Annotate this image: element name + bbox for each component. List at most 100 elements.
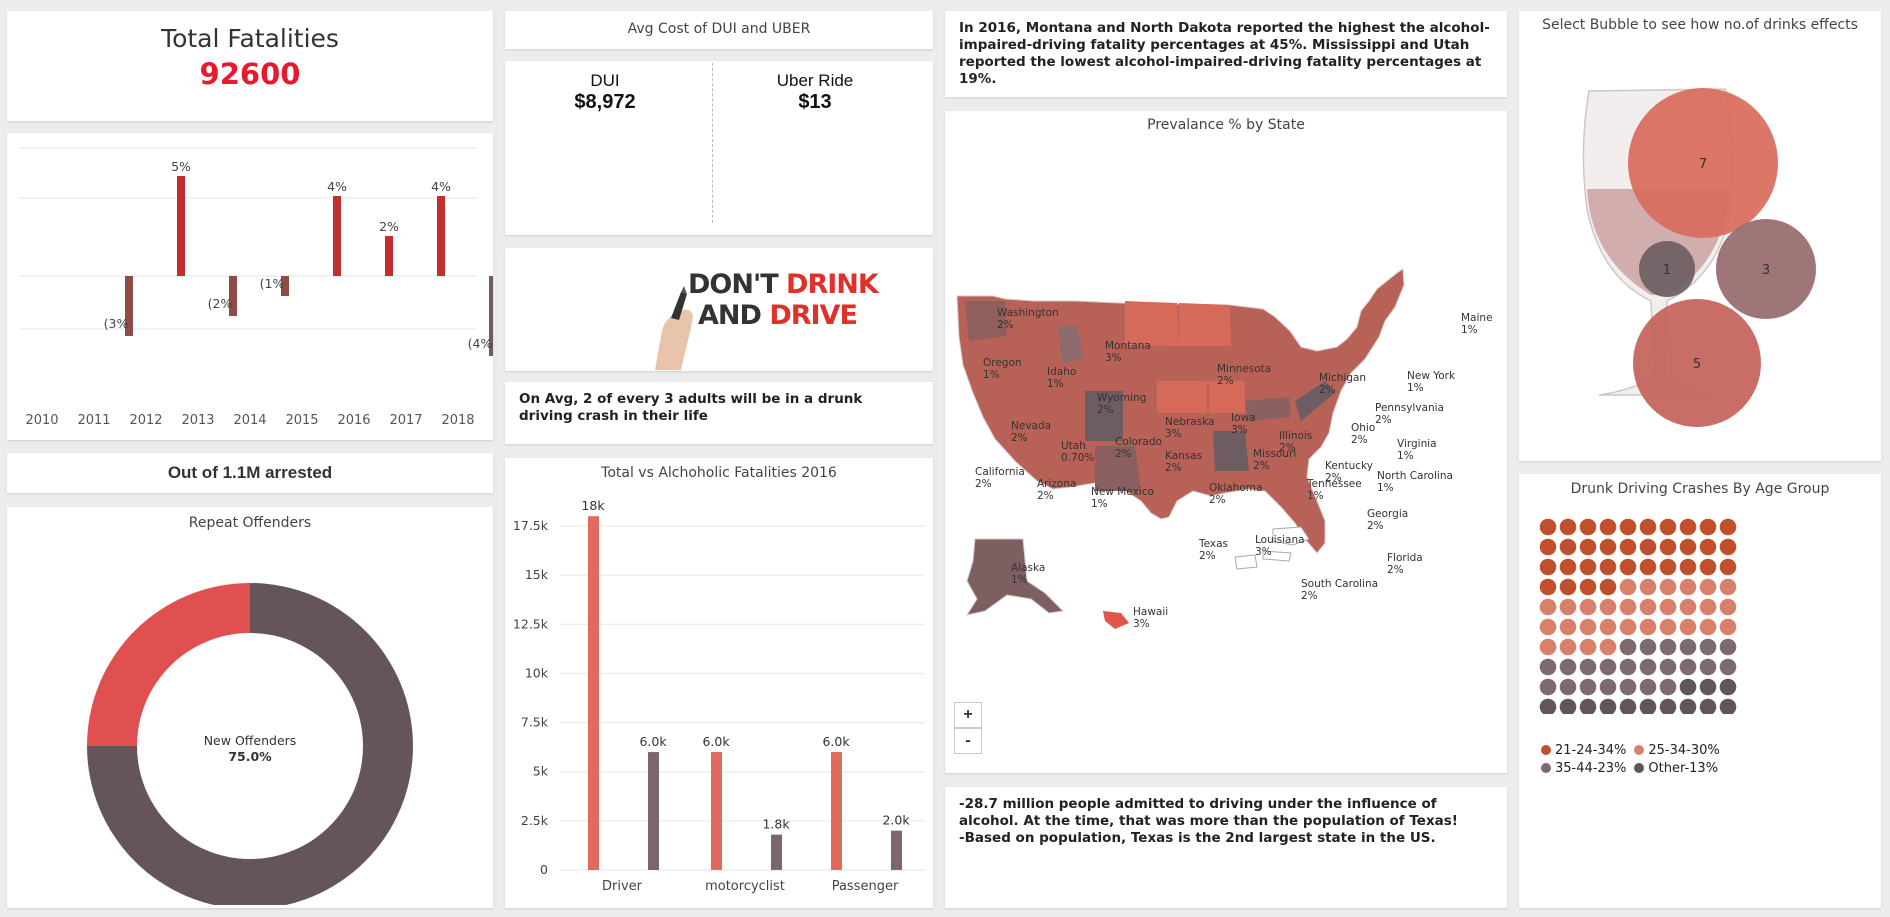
map-zoom-in-button[interactable]: + [954,702,982,728]
bar [229,276,237,316]
state-value: 2% [997,319,1014,331]
state-value: 3% [1231,424,1248,436]
waffle-dot [1699,578,1717,596]
state-label: Arizona [1037,478,1076,490]
y-tick-label: 7.5k [521,715,549,730]
state-label: North Carolina [1377,470,1453,482]
waffle-dot [1619,698,1637,714]
state-value: 1% [983,369,1000,381]
waffle-dot [1539,678,1557,696]
state-value: 2% [1253,460,1270,472]
dont-drink-drive-image: DON'T DRINK AND DRIVE [655,269,881,370]
waffle-dot [1559,518,1577,536]
waffle-dot [1559,638,1577,656]
waffle-dot [1539,658,1557,676]
age-group-legend: 21-24-34% 25-34-30% 35-44-23% Other-13% [1541,741,1761,777]
state-label: South Carolina [1301,578,1378,590]
svg-text:AND DRIVE: AND DRIVE [698,300,857,331]
waffle-dot [1639,558,1657,576]
fatalities-2016-title: Total vs Alchoholic Fatalities 2016 [601,465,837,481]
waffle-dot [1579,678,1597,696]
state-label: Idaho [1047,366,1076,378]
waffle-dot [1619,558,1637,576]
waffle-dot [1619,538,1637,556]
data-label: 2% [379,219,399,234]
donut-center-value: 75.0% [228,749,272,764]
bubble-label: 7 [1699,157,1707,172]
state-label: Texas [1198,538,1228,550]
bar [333,196,341,276]
waffle-dot [1559,558,1577,576]
waffle-dot [1579,518,1597,536]
waffle-dot [1599,518,1617,536]
waffle-dot [1539,538,1557,556]
waffle-dot [1719,618,1737,636]
avg-adults-text: On Avg, 2 of every 3 adults will be in a… [519,391,863,424]
avg-cost-card: DUI $8,972 Uber Ride $13 [505,61,933,235]
waffle-dot [1699,558,1717,576]
state-value: 1% [1091,498,1108,510]
waffle-dot [1579,618,1597,636]
yoy-change-chart: 2010 2011 (3% 2012 5% 2013 (2% 2014 (1% 2015 4% 201… [19,147,497,428]
hand-with-marker-icon [655,286,693,370]
state-label: Florida [1387,552,1423,564]
legend-item[interactable]: 35-44-23% [1541,761,1626,776]
bar [125,276,133,336]
state-value: 2% [1217,375,1234,387]
x-tick-label: 2017 [389,413,422,428]
state-value: 2% [1165,462,1182,474]
waffle-dot [1719,658,1737,676]
legend-item[interactable]: 21-24-34% [1541,743,1626,758]
x-tick-label: 2018 [441,413,474,428]
state-label: Nevada [1011,420,1051,432]
data-label: 1.8k [762,817,790,832]
legend-dot-icon [1634,763,1645,773]
map-zoom-out-button[interactable]: - [954,728,982,754]
age-group-waffle [1539,518,1737,714]
waffle-dot [1679,578,1697,596]
state-label: Louisiana [1255,534,1305,546]
waffle-dot [1539,558,1557,576]
state-value: 3% [1255,546,1272,558]
waffle-dot [1539,578,1557,596]
legend-item[interactable]: Other-13% [1634,761,1718,776]
bubble-label: 3 [1762,263,1770,278]
waffle-dot [1699,698,1717,714]
montana-card: In 2016, Montana and North Dakota report… [945,11,1507,97]
x-tick-label: Passenger [832,879,899,894]
uber-value: $13 [798,91,832,113]
x-tick-label: 2013 [181,413,214,428]
drinks-bubble-chart[interactable]: 7 1 3 5 [1519,39,1881,459]
waffle-dot [1539,698,1557,714]
data-label: 5% [171,159,191,174]
waffle-dot [1659,658,1677,676]
waffle-dot [1579,538,1597,556]
legend-item[interactable]: 25-34-30% [1634,743,1720,758]
state-label: Georgia [1367,508,1408,520]
state-value: 2% [1301,590,1318,602]
state-label: Colorado [1115,436,1162,448]
state-value: 1% [1307,490,1324,502]
waffle-dot [1579,578,1597,596]
data-label: 6.0k [822,734,850,749]
state-label: New York [1407,370,1456,382]
bar [385,236,393,276]
banner-and: AND [698,300,769,331]
banner-drive: DRIVE [769,300,857,331]
waffle-dot [1539,598,1557,616]
state-label: Oregon [983,357,1022,369]
state-value: 3% [1133,618,1150,630]
bubble [1639,241,1695,297]
waffle-dot [1579,658,1597,676]
state-label: Tennessee [1306,478,1362,490]
legend-label: 25-34-30% [1648,743,1720,758]
state-label: Hawaii [1133,606,1168,618]
y-tick-label: 12.5k [513,616,549,631]
state-value: 2% [1011,432,1028,444]
bubble-label: 5 [1693,357,1701,372]
waffle-dot [1719,578,1737,596]
waffle-dot [1659,638,1677,656]
